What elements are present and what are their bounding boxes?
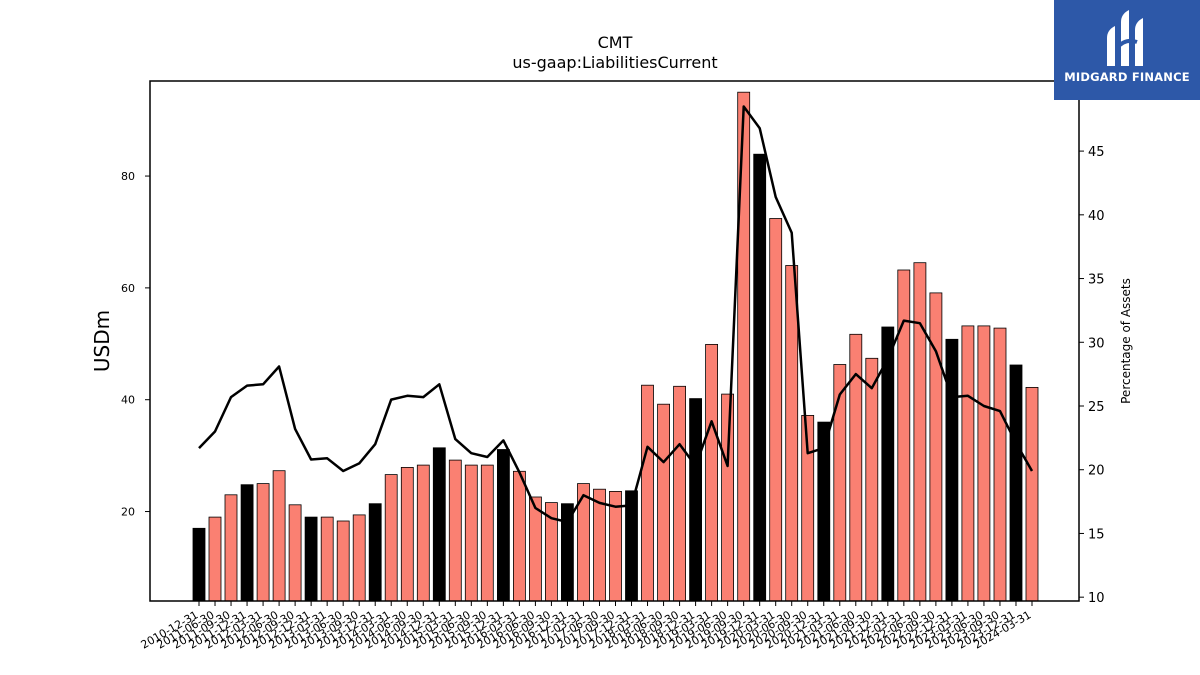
y2-tick-label: 35 [1088, 273, 1105, 288]
bar [945, 338, 959, 602]
y2-tick-label: 15 [1088, 527, 1105, 542]
bar [913, 262, 927, 602]
y-axis-label: USDm [90, 310, 114, 372]
y2-tick-label: 10 [1088, 591, 1105, 606]
bar [705, 343, 718, 602]
bar [689, 398, 702, 602]
bar [224, 494, 238, 602]
bar [1009, 364, 1023, 602]
bar [769, 218, 783, 602]
bar [416, 464, 430, 602]
bar [529, 496, 542, 602]
midgard-finance-logo-icon [1107, 10, 1143, 66]
bar [977, 325, 991, 602]
bar-series [192, 91, 1039, 602]
y-axis-left: 20 40 60 80 [121, 170, 150, 519]
line-series [198, 105, 1034, 524]
bar [384, 474, 398, 602]
bar [785, 265, 799, 602]
bar [929, 292, 943, 602]
y-tick-label: 40 [121, 394, 135, 407]
y-axis-right: 10 15 20 25 30 35 40 45 [1079, 145, 1105, 606]
bar [480, 464, 494, 602]
bar [448, 459, 462, 602]
bar [593, 488, 606, 602]
bar [561, 503, 574, 602]
y2-tick-label: 25 [1088, 400, 1105, 415]
bar [753, 153, 767, 602]
bar [464, 464, 478, 602]
y2-tick-label: 20 [1088, 464, 1105, 479]
midgard-finance-logo: MIDGARD FINANCE [1054, 0, 1200, 100]
x-axis: 2010-12-312011-06-302011-09-302011-12-31… [139, 601, 1034, 652]
bar [256, 483, 270, 602]
bar [240, 484, 254, 602]
chart-title: CMT [598, 33, 633, 52]
bar [320, 516, 334, 602]
bar [336, 520, 350, 602]
chart-subtitle: us-gaap:LiabilitiesCurrent [512, 53, 717, 72]
bar [833, 364, 847, 602]
bar [432, 447, 446, 602]
bar [400, 466, 414, 602]
percentage-line [198, 105, 1034, 524]
y2-tick-label: 30 [1088, 336, 1105, 351]
bar [288, 504, 302, 602]
bar [737, 91, 751, 602]
bar [304, 516, 318, 602]
y-tick-label: 60 [121, 282, 135, 295]
bar [352, 514, 366, 602]
bar [625, 490, 638, 602]
bar [961, 325, 975, 602]
bar [673, 385, 686, 602]
y-tick-label: 20 [121, 506, 135, 519]
bar [641, 384, 654, 602]
bar [721, 393, 734, 602]
bar [368, 503, 382, 602]
y2-tick-label: 40 [1088, 209, 1105, 224]
bar [496, 449, 510, 602]
bar [1025, 386, 1039, 602]
bar [513, 470, 526, 602]
y2-axis-label: Percentage of Assets [1119, 278, 1133, 404]
bar [192, 527, 206, 602]
y-tick-label: 80 [121, 170, 135, 183]
plot-frame [149, 80, 1080, 602]
bar [993, 327, 1007, 602]
bar [208, 516, 222, 602]
y2-tick-label: 45 [1088, 145, 1105, 160]
logo-text: MIDGARD FINANCE [1064, 70, 1190, 84]
bar [272, 470, 286, 602]
bar [657, 403, 670, 602]
bar [865, 357, 879, 602]
